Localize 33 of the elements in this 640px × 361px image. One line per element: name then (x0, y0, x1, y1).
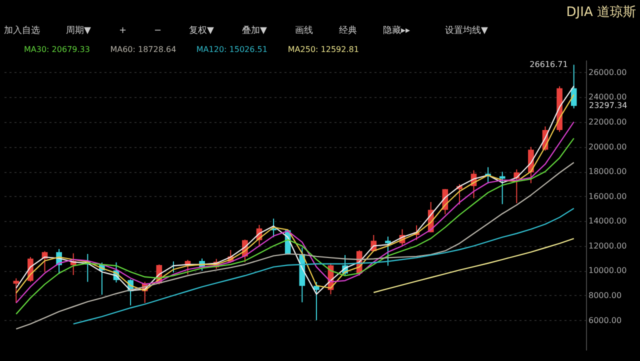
text: MA60: 18728.64 (110, 45, 176, 54)
y-tick-label: 12000.00 (588, 241, 627, 250)
y-tick-label: 20000.00 (588, 142, 627, 152)
y-tick-label: 14000.00 (588, 216, 627, 226)
y-tick-label: 26000.00 (588, 68, 627, 77)
y-tick-label: 6000.00 (588, 316, 622, 325)
text: 加入自选 (4, 25, 40, 36)
annotation: 26616.71 (530, 60, 568, 69)
text: + (119, 26, 127, 36)
text: 隐藏▸▸ (383, 25, 411, 36)
line-series (72, 208, 574, 325)
y-tick-label: 22000.00 (588, 117, 627, 126)
y-tick-label: 10000.00 (588, 266, 627, 276)
line-series (16, 162, 574, 330)
candlestick (499, 171, 506, 205)
y-tick-label: 24000.00 (588, 92, 627, 102)
candlestick (570, 64, 577, 109)
text: MA250: 12592.81 (288, 45, 359, 54)
text: 经典 (339, 25, 357, 36)
y-tick-label: 8000.00 (588, 290, 622, 300)
y-tick-label: 16000.00 (588, 192, 627, 201)
text: − (154, 26, 162, 36)
text: 叠加▼ (242, 25, 267, 36)
text: MA120: 15026.51 (196, 45, 268, 54)
text: 设置均线▼ (445, 25, 488, 36)
text: 23297.34 (589, 100, 628, 110)
y-tick-label: 18000.00 (588, 167, 627, 176)
chart-title: DJIA 道琼斯 (566, 4, 636, 20)
line-series (373, 238, 574, 294)
text: MA30: 20679.33 (24, 45, 90, 54)
text: 周期▼ (66, 25, 91, 36)
text: 画线 (295, 25, 313, 36)
text: 复权▼ (189, 25, 214, 36)
